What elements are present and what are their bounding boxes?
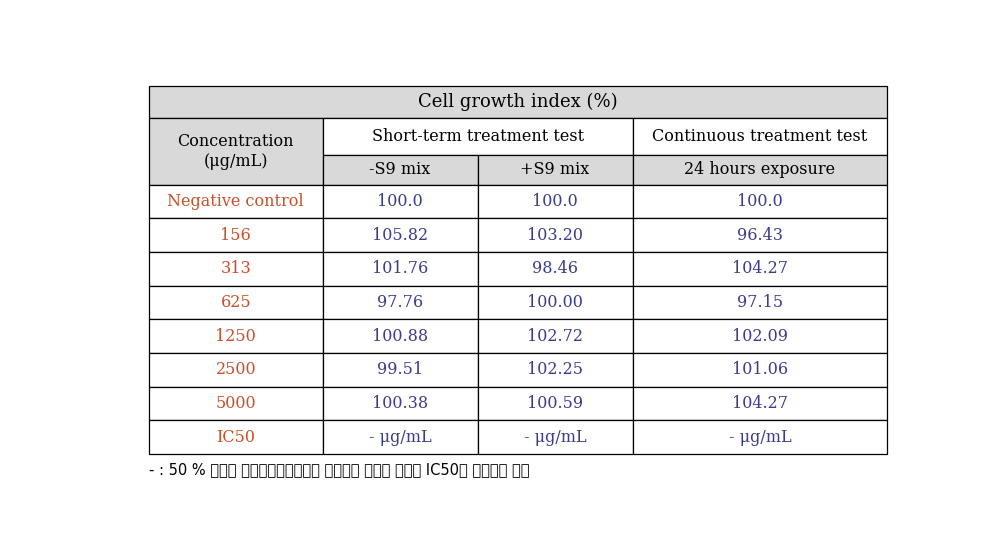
Text: 156: 156 [220, 227, 251, 244]
Text: 105.82: 105.82 [372, 227, 428, 244]
Bar [477, 286, 632, 319]
Text: - μg/mL: - μg/mL [369, 429, 431, 446]
Bar [477, 155, 632, 185]
Text: 102.25: 102.25 [527, 361, 583, 379]
Bar [323, 252, 477, 286]
Bar [632, 252, 887, 286]
Text: 100.88: 100.88 [372, 327, 428, 345]
Text: 100.0: 100.0 [533, 193, 578, 210]
Bar [477, 353, 632, 387]
Text: 98.46: 98.46 [532, 260, 578, 277]
Text: +S9 mix: +S9 mix [521, 161, 590, 178]
Bar [477, 420, 632, 454]
Text: 97.76: 97.76 [377, 294, 423, 311]
Text: 101.76: 101.76 [372, 260, 428, 277]
Text: 99.51: 99.51 [377, 361, 423, 379]
Bar [149, 118, 323, 185]
Bar [149, 219, 323, 252]
Text: IC50: IC50 [216, 429, 255, 446]
Text: -S9 mix: -S9 mix [370, 161, 431, 178]
Text: 104.27: 104.27 [732, 395, 788, 412]
Text: 2500: 2500 [215, 361, 256, 379]
Bar [323, 219, 477, 252]
Text: - μg/mL: - μg/mL [729, 429, 791, 446]
Bar [323, 155, 477, 185]
Text: 104.27: 104.27 [732, 260, 788, 277]
Bar [149, 86, 887, 118]
Text: 97.15: 97.15 [737, 294, 783, 311]
Text: 100.59: 100.59 [527, 395, 583, 412]
Bar [632, 185, 887, 219]
Bar [477, 219, 632, 252]
Bar [323, 420, 477, 454]
Bar [632, 420, 887, 454]
Bar [323, 353, 477, 387]
Text: Continuous treatment test: Continuous treatment test [652, 128, 867, 145]
Bar [323, 286, 477, 319]
Bar [632, 387, 887, 420]
Text: 24 hours exposure: 24 hours exposure [684, 161, 835, 178]
Text: 5000: 5000 [215, 395, 256, 412]
Text: 102.72: 102.72 [527, 327, 583, 345]
Bar [149, 420, 323, 454]
Text: 102.09: 102.09 [732, 327, 788, 345]
Text: 1250: 1250 [215, 327, 256, 345]
Bar [149, 387, 323, 420]
Text: 313: 313 [220, 260, 251, 277]
Text: 101.06: 101.06 [732, 361, 788, 379]
Bar [632, 353, 887, 387]
Bar [323, 319, 477, 353]
Bar [323, 118, 632, 155]
Bar [632, 219, 887, 252]
Bar [477, 387, 632, 420]
Bar [632, 118, 887, 155]
Text: Negative control: Negative control [168, 193, 305, 210]
Bar [149, 252, 323, 286]
Bar [323, 387, 477, 420]
Bar [477, 185, 632, 219]
Text: Cell growth index (%): Cell growth index (%) [418, 93, 618, 111]
Bar [632, 286, 887, 319]
Bar [149, 185, 323, 219]
Bar [323, 185, 477, 219]
Text: 100.38: 100.38 [372, 395, 428, 412]
Bar [149, 286, 323, 319]
Text: 103.20: 103.20 [527, 227, 583, 244]
Text: 625: 625 [220, 294, 251, 311]
Text: 100.0: 100.0 [377, 193, 423, 210]
Text: 100.00: 100.00 [528, 294, 583, 311]
Text: - μg/mL: - μg/mL [524, 429, 586, 446]
Text: Short-term treatment test: Short-term treatment test [372, 128, 584, 145]
Text: 96.43: 96.43 [737, 227, 783, 244]
Bar [149, 353, 323, 387]
Bar [632, 319, 887, 353]
Text: Concentration
(μg/mL): Concentration (μg/mL) [178, 133, 294, 170]
Bar [477, 252, 632, 286]
Bar [477, 319, 632, 353]
Text: - : 50 % 이상의 세포증식억제용량은 관찰되지 않았기 때문에 IC50은 산출하지 않음: - : 50 % 이상의 세포증식억제용량은 관찰되지 않았기 때문에 IC50… [149, 462, 530, 477]
Text: 100.0: 100.0 [737, 193, 783, 210]
Bar [632, 155, 887, 185]
Bar [149, 319, 323, 353]
